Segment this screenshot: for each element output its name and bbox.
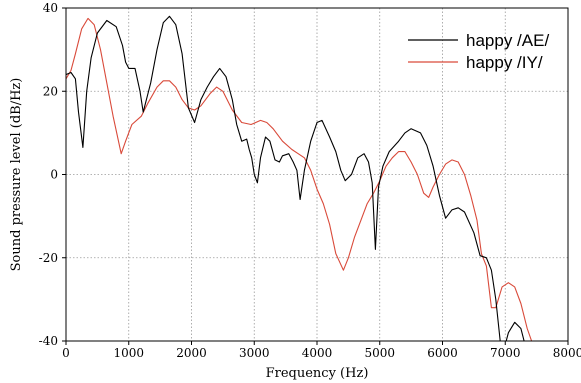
series-line — [66, 15, 525, 341]
y-tick-label: -20 — [39, 251, 58, 265]
x-tick-label: 4000 — [302, 346, 333, 360]
legend-label: happy /IY/ — [466, 53, 543, 72]
y-tick-label: -40 — [39, 334, 58, 348]
y-tick-label: 0 — [50, 168, 58, 182]
series-line — [66, 17, 533, 341]
x-tick-label: 1000 — [113, 346, 144, 360]
y-tick-label: 40 — [43, 1, 58, 15]
x-axis-label: Frequency (Hz) — [266, 366, 369, 381]
legend: happy /AE/happy /IY/ — [408, 31, 549, 72]
y-ticks: 40 20 0 -20 -40 — [39, 1, 66, 348]
series-layer — [66, 15, 533, 341]
x-tick-label: 0 — [62, 346, 70, 360]
grid — [66, 8, 568, 341]
x-tick-label: 7000 — [490, 346, 521, 360]
legend-label: happy /AE/ — [466, 31, 549, 50]
y-axis-label: Sound pressure level (dB/Hz) — [9, 78, 24, 272]
x-tick-label: 8000 — [553, 346, 581, 360]
x-tick-label: 6000 — [427, 346, 458, 360]
x-tick-label: 5000 — [364, 346, 395, 360]
x-ticks: 0 1000 2000 3000 4000 5000 6000 7000 8000 — [62, 341, 581, 360]
x-tick-label: 3000 — [239, 346, 270, 360]
y-tick-label: 20 — [43, 84, 58, 98]
x-tick-label: 2000 — [176, 346, 207, 360]
